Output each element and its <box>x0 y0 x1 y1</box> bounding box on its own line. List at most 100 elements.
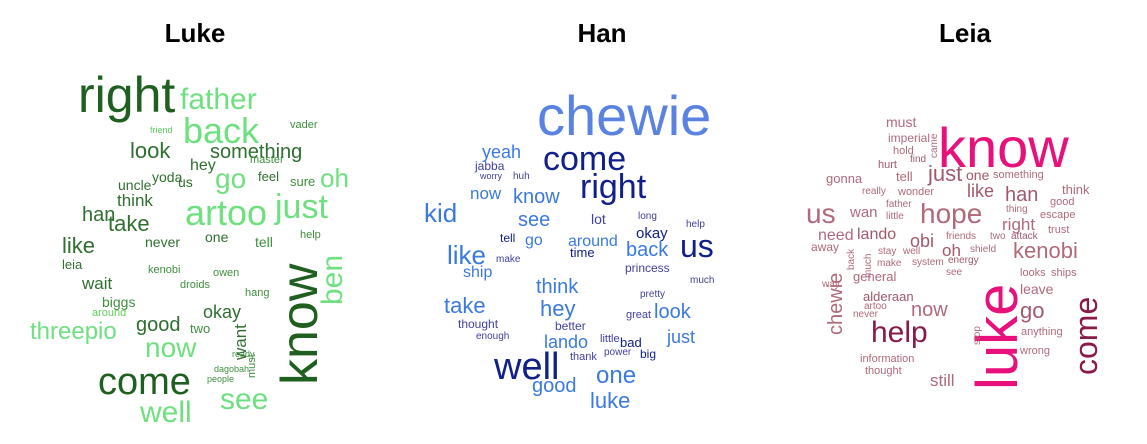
cloud-word: friend <box>150 125 173 135</box>
cloud-word: lando <box>857 226 897 243</box>
cloud-word: like <box>62 233 96 258</box>
cloud-word: help <box>300 229 321 241</box>
cloud-word: think <box>536 276 579 298</box>
cloud-word: good <box>1050 196 1075 208</box>
cloud-word: go <box>525 232 543 249</box>
cloud-word: wait <box>82 274 113 293</box>
cloud-word: little <box>886 211 904 222</box>
cloud-word: jabba <box>475 159 505 173</box>
cloud-word-vertical: chewie <box>825 272 847 335</box>
cloud-word: good <box>532 375 577 397</box>
cloud-word: really <box>862 186 886 197</box>
cloud-word: one <box>596 362 637 389</box>
cloud-word: think <box>117 191 153 210</box>
cloud-word: information <box>860 353 915 365</box>
cloud-word: time <box>570 245 595 260</box>
cloud-word: now <box>470 184 502 203</box>
cloud-word: wonder <box>898 186 935 198</box>
cloud-word: oh <box>942 241 961 260</box>
cloud-word: trust <box>1048 224 1070 236</box>
cloud-word: feel <box>258 169 279 184</box>
cloud-word: oh <box>320 163 349 193</box>
word-cloud: right father back look something vader friend u… <box>0 0 390 444</box>
cloud-word: looks <box>1020 267 1046 279</box>
cloud-word: way <box>822 279 840 290</box>
cloud-word: worry <box>480 171 502 181</box>
cloud-word: come <box>543 140 627 178</box>
cloud-word: shield <box>970 244 997 255</box>
cloud-word: back <box>626 239 669 261</box>
cloud-word: luke <box>590 388 631 413</box>
cloud-word: han <box>1005 184 1039 206</box>
cloud-word: thought <box>458 317 499 331</box>
cloud-word: biggs <box>102 294 136 310</box>
cloud-word: ship <box>463 264 493 281</box>
cloud-word: must <box>886 114 917 130</box>
cloud-word: escape <box>1040 209 1076 221</box>
cloud-word: huh <box>513 171 530 182</box>
cloud-word: hey <box>190 157 216 174</box>
cloud-word: droids <box>180 279 210 291</box>
cloud-word: one <box>205 229 229 245</box>
cloud-word: okay <box>636 225 668 242</box>
cloud-word: obi <box>910 231 935 251</box>
panel-title: Leia <box>938 18 992 48</box>
cloud-word: pretty <box>640 289 666 300</box>
cloud-word: come <box>98 361 191 403</box>
cloud-word: tell <box>896 169 913 184</box>
cloud-word: right <box>580 168 647 206</box>
cloud-word-vertical: come <box>1068 296 1104 375</box>
cloud-word: right <box>1002 215 1036 234</box>
cloud-word: alderaan <box>863 289 914 304</box>
panel-title: Han <box>577 18 627 48</box>
cloud-word: thought <box>865 365 902 377</box>
cloud-word: never <box>853 309 879 320</box>
cloud-word: help <box>871 316 928 349</box>
cloud-word: two <box>190 321 211 336</box>
cloud-word: good <box>136 314 181 336</box>
cloud-word-vertical: back <box>846 248 857 270</box>
cloud-word: father <box>886 199 912 210</box>
cloud-word: gonna <box>826 171 863 186</box>
cloud-word: just <box>928 161 963 186</box>
panel-luke: Luke right father back look something vader fr… <box>0 0 390 444</box>
cloud-word: two <box>990 231 1006 242</box>
cloud-word: thank <box>570 351 597 363</box>
cloud-word: make <box>877 258 902 269</box>
cloud-word: tell <box>255 234 273 250</box>
cloud-word: go <box>1020 298 1045 323</box>
cloud-word: well <box>494 346 560 388</box>
cloud-word: anything <box>1021 326 1063 338</box>
cloud-word: artoo <box>185 192 268 233</box>
cloud-word: leave <box>1020 281 1054 297</box>
cloud-word: know <box>938 116 1069 179</box>
cloud-word: well <box>903 246 921 257</box>
cloud-word: something <box>993 169 1044 181</box>
cloud-word: enough <box>476 331 510 342</box>
cloud-word: yeah <box>482 142 522 162</box>
cloud-word: kenobi <box>1013 238 1078 263</box>
cloud-word: leia <box>62 257 83 272</box>
cloud-word: us <box>178 174 193 190</box>
cloud-word: wan <box>850 204 878 221</box>
cloud-word: us <box>680 228 714 264</box>
cloud-word: kenobi <box>148 264 181 276</box>
cloud-word: bad <box>620 335 642 350</box>
cloud-word: see <box>518 209 551 231</box>
cloud-word: long <box>638 211 657 222</box>
cloud-word-vertical: came <box>929 133 940 158</box>
cloud-word-vertical: stop <box>972 326 983 345</box>
cloud-word: like <box>447 240 487 270</box>
cloud-word: help <box>686 219 705 230</box>
cloud-word: wrong <box>1020 345 1050 357</box>
cloud-word: just <box>667 327 696 347</box>
cloud-word: lot <box>591 211 606 227</box>
cloud-word: hold <box>893 145 914 157</box>
cloud-word: people <box>207 374 235 384</box>
cloud-word: better <box>555 319 586 333</box>
cloud-word: see <box>946 267 963 278</box>
cloud-word: just <box>275 188 328 226</box>
cloud-word: hang <box>245 287 270 299</box>
